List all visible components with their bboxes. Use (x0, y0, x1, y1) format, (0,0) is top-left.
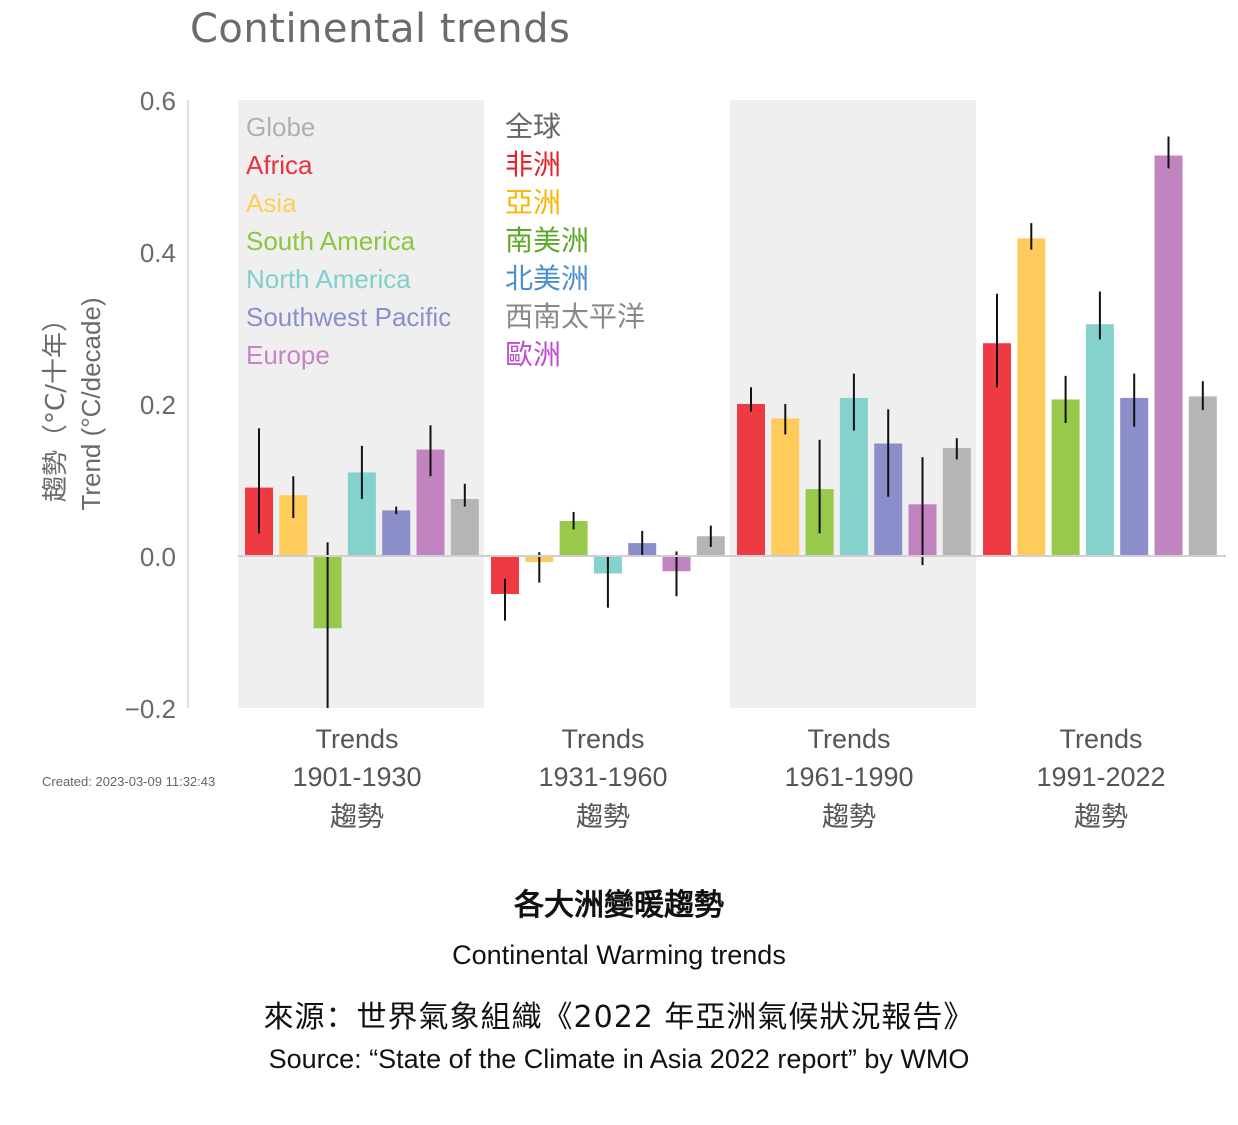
legend-zh-africa: 非洲 (505, 148, 561, 181)
legend-en-asia: Asia (246, 188, 297, 218)
group-label-period: 1931-1960 (538, 762, 667, 792)
chart-title: Continental trends (190, 6, 571, 52)
legend-zh-globe: 全球 (505, 110, 561, 143)
caption-source-en: Source: “State of the Climate in Asia 20… (268, 1044, 970, 1074)
group-label-trends: Trends (315, 724, 398, 754)
caption-source-zh: 來源：世界氣象組織《2022 年亞洲氣候狀況報告》 (263, 1000, 975, 1035)
y-tick-label: 0.0 (140, 542, 176, 572)
legend-en-south-america: South America (246, 226, 416, 256)
group-shade-1901-1930 (238, 100, 484, 708)
group-label-zh: 趨勢 (822, 802, 876, 833)
group-label-trends: Trends (561, 724, 644, 754)
caption-title-zh: 各大洲變暖趨勢 (514, 888, 724, 923)
y-tick-label: 0.6 (140, 86, 176, 116)
legend-zh-asia: 亞洲 (505, 186, 561, 219)
caption-title-en: Continental Warming trends (452, 940, 786, 970)
group-label-trends: Trends (1059, 724, 1142, 754)
legend-zh-southwest-pacific: 西南太平洋 (505, 300, 645, 333)
created-timestamp: Created: 2023-03-09 11:32:43 (42, 774, 215, 789)
legend-zh-europe: 歐洲 (505, 338, 561, 371)
y-tick-label: 0.2 (140, 390, 176, 420)
bar-1991-2022-north-america (1085, 324, 1114, 556)
legend-en-southwest-pacific: Southwest Pacific (246, 302, 451, 332)
group-label-period: 1901-1930 (292, 762, 421, 792)
y-tick-label: −0.2 (125, 694, 176, 724)
legend-zh-south-america: 南美洲 (505, 224, 589, 257)
bar-1991-2022-south-america (1051, 399, 1080, 556)
legend-en-africa: Africa (246, 150, 313, 180)
y-axis-label-zh: 趨勢（°C/十年） (41, 306, 71, 502)
group-label-trends: Trends (807, 724, 890, 754)
bar-1961-1990-africa (737, 404, 765, 556)
bar-1961-1990-globe (942, 448, 971, 556)
y-tick-label: 0.4 (140, 238, 176, 268)
bar-1991-2022-europe (1154, 155, 1183, 557)
group-label-zh: 趨勢 (1074, 802, 1128, 833)
group-label-zh: 趨勢 (576, 802, 630, 833)
group-label-period: 1991-2022 (1036, 762, 1165, 792)
bar-1991-2022-asia (1017, 238, 1046, 556)
bar-1991-2022-globe (1188, 396, 1217, 556)
legend-en-north-america: North America (246, 264, 411, 294)
continental-trends-chart: 0.6 0.4 0.2 0.0 −0.2 趨勢（°C/十年） Trend (°C/decad… (41, 86, 1226, 833)
legend-en-europe: Europe (246, 340, 330, 370)
bar-1901-1930-globe (450, 499, 479, 556)
bar-1901-1930-southwest-pacific (382, 510, 411, 556)
bar-1961-1990-asia (771, 418, 800, 556)
group-label-period: 1961-1990 (784, 762, 913, 792)
y-axis-label-en: Trend (°C/decade) (76, 297, 106, 510)
legend-zh-north-america: 北美洲 (505, 262, 589, 295)
legend-en-globe: Globe (246, 112, 315, 142)
group-label-zh: 趨勢 (330, 802, 384, 833)
